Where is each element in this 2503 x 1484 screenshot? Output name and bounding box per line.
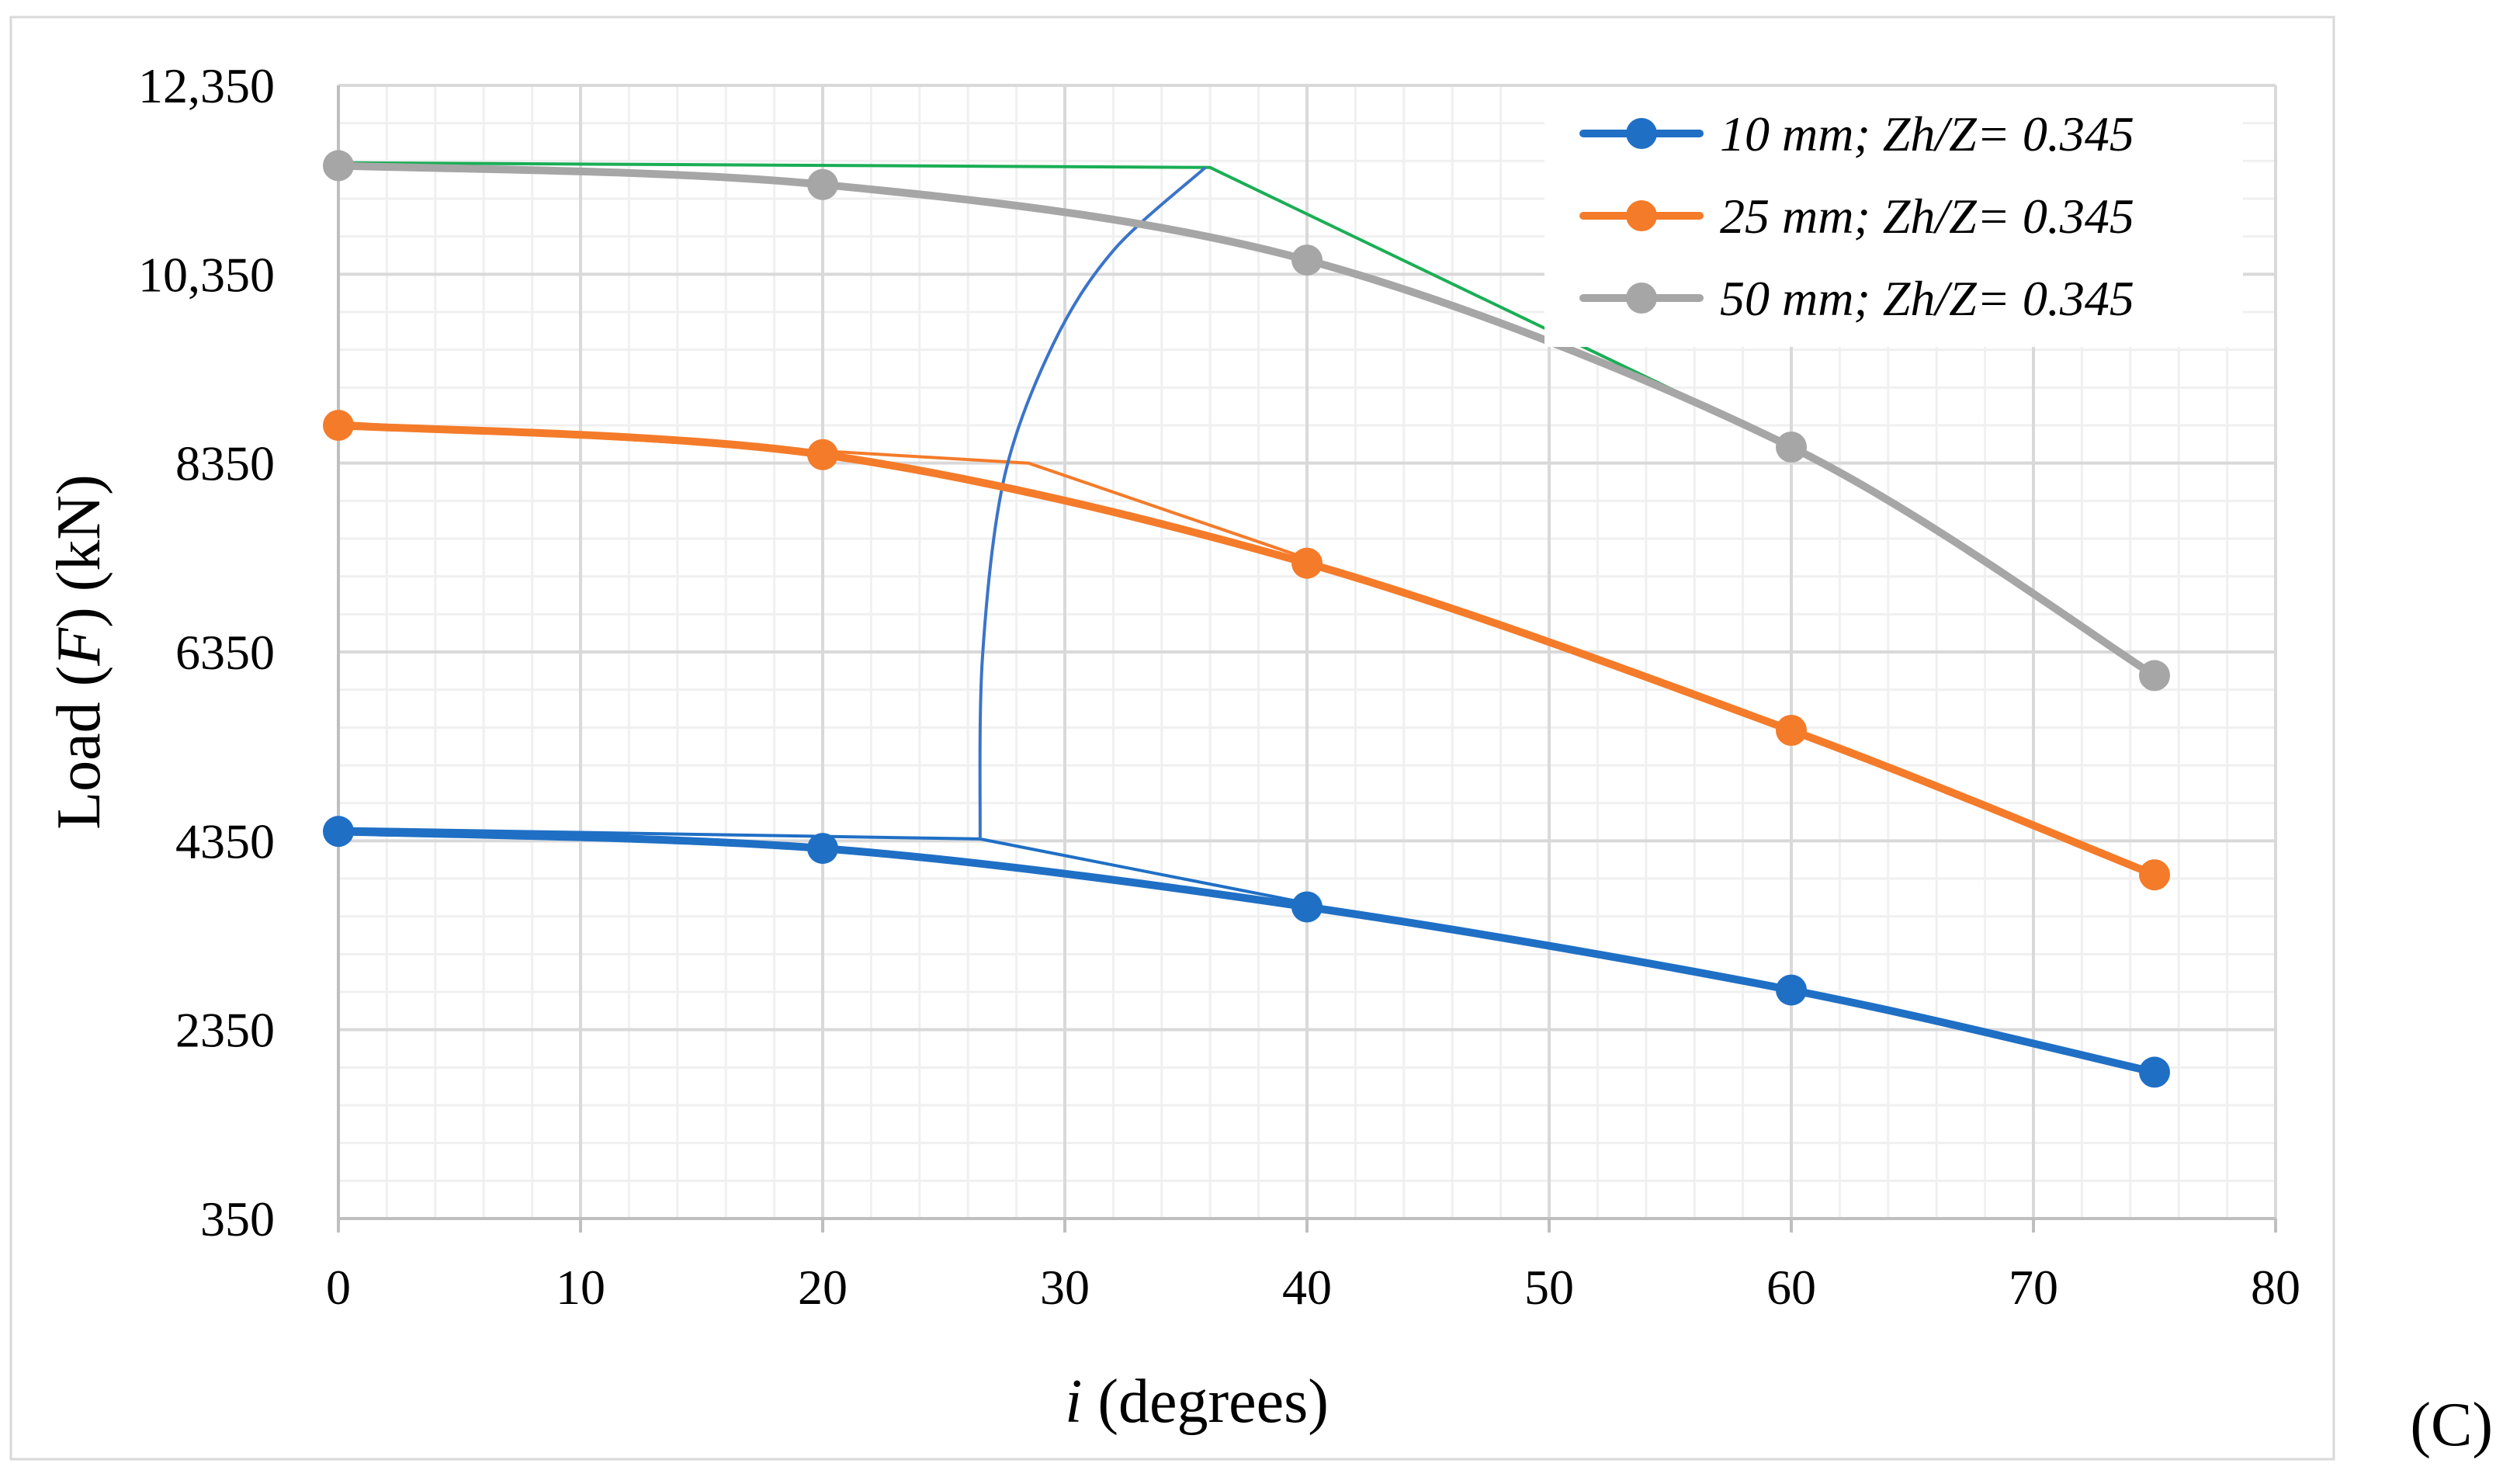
legend-label-1: 10 mm; Zh/Z= 0.345 [1720, 106, 2134, 161]
y-axis-label-italic: F [45, 627, 113, 667]
y-tick-label: 12,350 [138, 58, 275, 113]
y-tick-label: 4350 [175, 813, 275, 869]
y-tick-label: 10,350 [138, 247, 275, 302]
x-axis-label-text: (degrees) [1082, 1368, 1329, 1436]
x-tick-labels: 0 10 20 30 40 50 60 70 80 [326, 1260, 2300, 1315]
legend: 10 mm; Zh/Z= 0.345 25 mm; Zh/Z= 0.345 50 m… [1544, 87, 2243, 347]
data-point-series-3 [1291, 244, 1323, 276]
x-tick-label: 60 [1766, 1260, 1816, 1315]
y-tick-label: 8350 [175, 436, 275, 491]
y-tick-label: 6350 [175, 625, 275, 680]
x-tick-label: 40 [1282, 1260, 1332, 1315]
data-point-series-1 [1291, 891, 1323, 923]
x-tick-label: 20 [798, 1260, 848, 1315]
data-point-series-2 [2139, 859, 2170, 891]
data-point-series-3 [2139, 660, 2170, 692]
data-point-series-3 [323, 150, 354, 182]
envelope-curve [978, 166, 1207, 839]
data-point-series-2 [1291, 547, 1323, 579]
y-axis-label: Load (F) (kN) [45, 474, 113, 830]
panel-label: (C) [2410, 1391, 2493, 1459]
x-axis-label: i (degrees) [1065, 1368, 1329, 1436]
legend-marker-2 [1626, 200, 1657, 231]
data-point-series-1 [323, 816, 354, 848]
data-point-series-3 [807, 168, 838, 200]
data-point-series-1 [1776, 974, 1807, 1006]
data-point-series-1 [2139, 1056, 2170, 1088]
data-point-series-2 [1776, 714, 1807, 746]
y-axis-label-pre: Load ( [45, 666, 113, 830]
x-tick-label: 0 [326, 1260, 351, 1315]
data-point-series-2 [807, 439, 838, 470]
x-tick-label: 30 [1040, 1260, 1090, 1315]
series-points [323, 150, 2170, 1088]
x-tick-label: 80 [2251, 1260, 2300, 1315]
x-axis-label-italic: i [1065, 1368, 1082, 1436]
data-point-series-3 [1776, 431, 1807, 463]
legend-entries: 10 mm; Zh/Z= 0.345 25 mm; Zh/Z= 0.345 50 m… [1579, 106, 2134, 326]
x-tick-label: 10 [556, 1260, 605, 1315]
chart-border [9, 16, 2335, 1461]
green-bilinear-fit [350, 161, 1817, 460]
axes [337, 85, 2277, 1233]
legend-label-2: 25 mm; Zh/Z= 0.345 [1720, 189, 2134, 244]
legend-marker-1 [1626, 118, 1657, 149]
x-tick-label: 50 [1524, 1260, 1574, 1315]
legend-label-3: 50 mm; Zh/Z= 0.345 [1720, 271, 2134, 326]
data-point-series-1 [807, 833, 838, 865]
legend-marker-3 [1626, 283, 1657, 314]
y-tick-label: 2350 [175, 1003, 275, 1058]
y-axis-label-post: ) (kN) [45, 474, 113, 628]
y-tick-label: 350 [200, 1191, 275, 1246]
data-point-series-2 [323, 410, 354, 441]
x-tick-label: 70 [2009, 1260, 2058, 1315]
y-tick-labels: 350 2350 4350 6350 8350 10,350 12,350 [138, 58, 275, 1246]
